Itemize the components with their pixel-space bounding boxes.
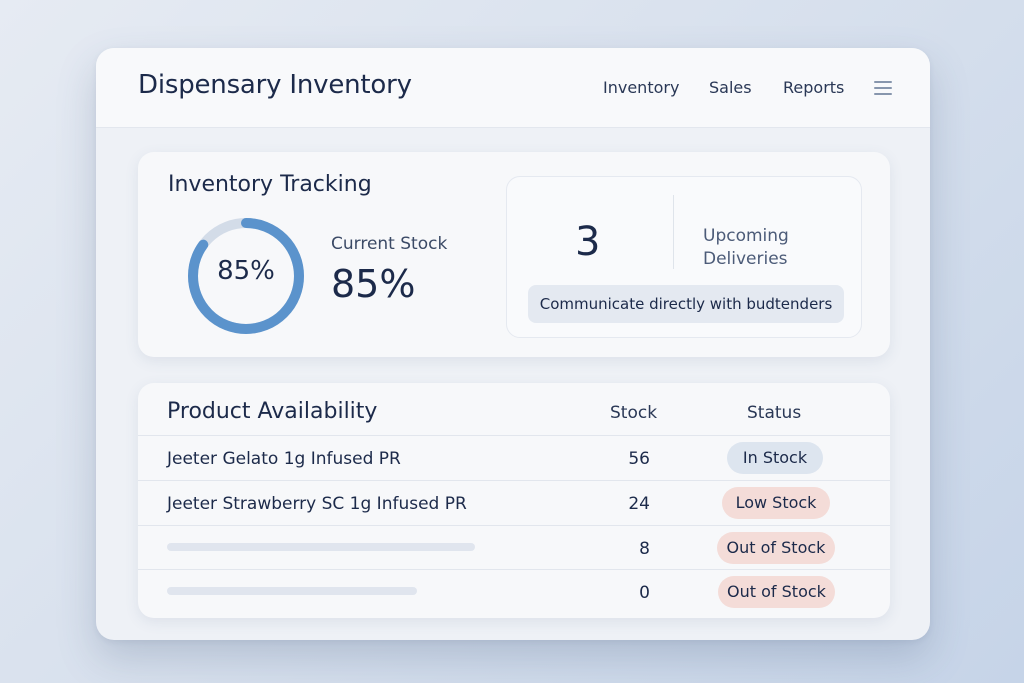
nav-link-sales[interactable]: Sales <box>709 78 752 97</box>
app-title: Dispensary Inventory <box>138 70 412 100</box>
column-header-stock: Stock <box>610 403 658 423</box>
upcoming-deliveries-panel: 3 Upcoming Deliveries Communicate direct… <box>506 176 862 338</box>
product-availability-card: Product Availability Stock Status Jeeter… <box>138 383 890 618</box>
column-header-status: Status <box>747 403 802 423</box>
table-row[interactable]: Jeeter Strawberry SC 1g Infused PR 24 Lo… <box>138 480 890 524</box>
status-badge: Out of Stock <box>717 532 835 564</box>
nav-link-reports[interactable]: Reports <box>783 78 845 97</box>
stock-donut-chart <box>188 218 304 334</box>
product-name: Jeeter Strawberry SC 1g Infused PR <box>167 494 467 514</box>
product-name-placeholder <box>167 587 417 595</box>
deliveries-divider <box>673 195 674 269</box>
status-badge: In Stock <box>727 442 823 474</box>
table-row[interactable]: 8 Out of Stock <box>138 525 890 569</box>
deliveries-label-line2: Deliveries <box>703 249 788 269</box>
deliveries-label-line1: Upcoming <box>703 226 789 246</box>
deliveries-label: Upcoming Deliveries <box>703 225 789 271</box>
current-stock-value: 85% <box>331 262 416 306</box>
deliveries-count: 3 <box>575 219 601 265</box>
nav-link-inventory[interactable]: Inventory <box>603 78 680 97</box>
table-row[interactable]: 0 Out of Stock <box>138 569 890 613</box>
status-badge: Out of Stock <box>718 576 835 608</box>
product-name-placeholder <box>167 543 475 551</box>
stock-value: 8 <box>639 539 650 559</box>
app-window: Dispensary Inventory Inventory Sales Rep… <box>96 48 930 640</box>
product-availability-title: Product Availability <box>167 399 378 424</box>
table-row[interactable]: Jeeter Gelato 1g Infused PR 56 In Stock <box>138 435 890 479</box>
current-stock-caption: Current Stock <box>331 234 448 254</box>
top-navigation-bar: Dispensary Inventory Inventory Sales Rep… <box>96 48 930 128</box>
donut-percent-label: 85% <box>217 256 275 286</box>
status-badge: Low Stock <box>722 487 830 519</box>
inventory-tracking-card: Inventory Tracking 85% Current Stock 85%… <box>138 152 890 357</box>
hamburger-menu-icon[interactable] <box>874 81 892 95</box>
stock-value: 0 <box>639 583 650 603</box>
communicate-budtenders-button[interactable]: Communicate directly with budtenders <box>528 285 844 323</box>
inventory-tracking-title: Inventory Tracking <box>168 172 372 197</box>
donut-progress-arc <box>188 218 304 334</box>
stock-value: 24 <box>628 494 650 514</box>
product-name: Jeeter Gelato 1g Infused PR <box>167 449 401 469</box>
stock-value: 56 <box>628 449 650 469</box>
